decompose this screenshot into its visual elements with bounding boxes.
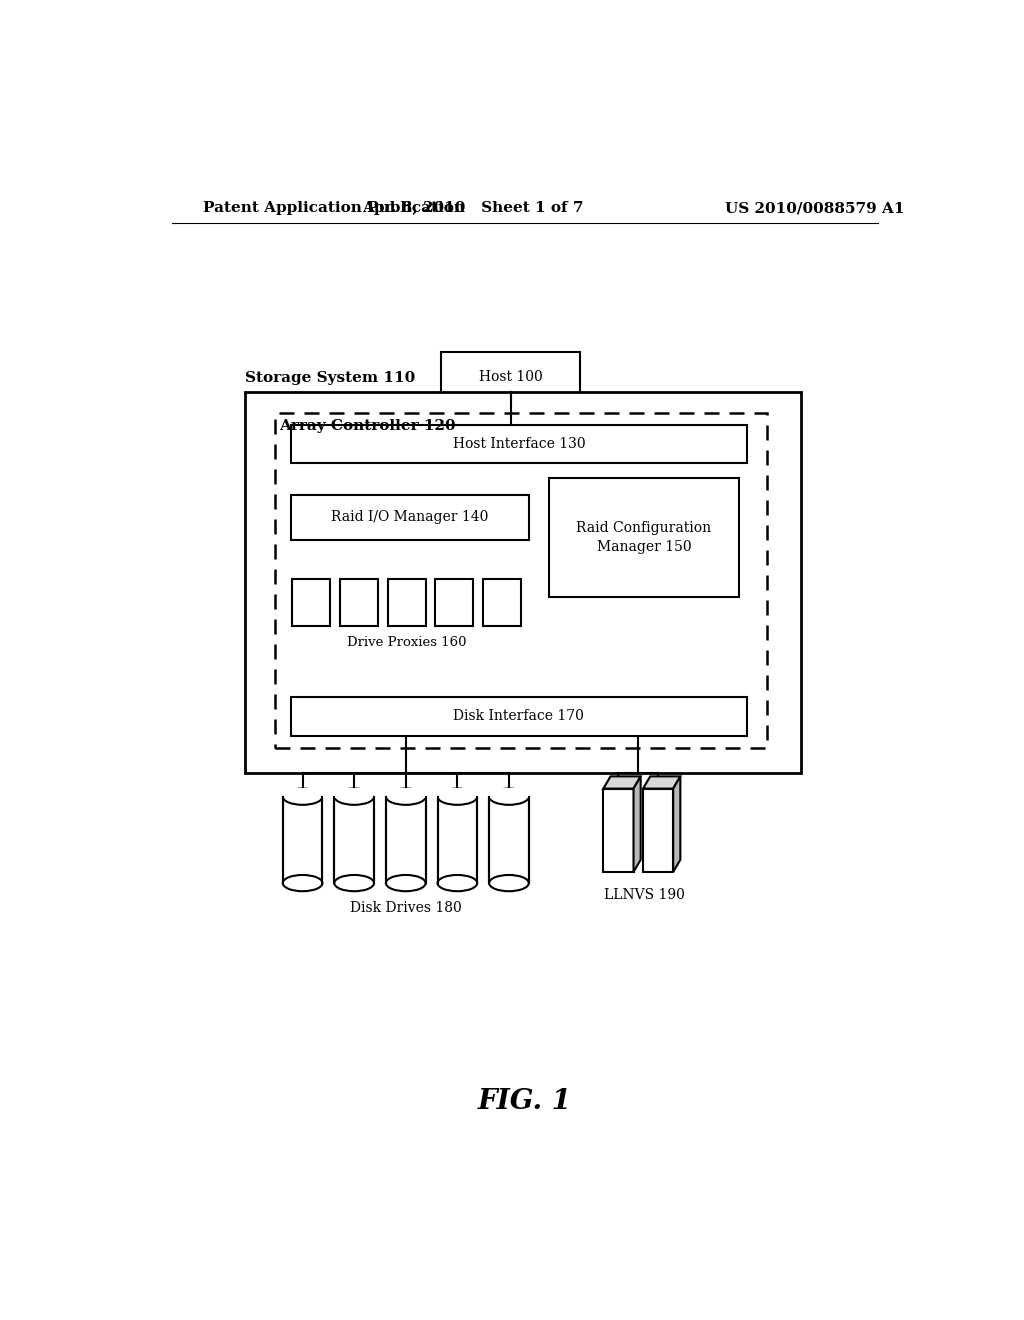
Bar bbox=[291, 425, 748, 463]
Bar bbox=[437, 797, 477, 883]
Bar bbox=[643, 788, 673, 873]
Text: Raid I/O Manager 140: Raid I/O Manager 140 bbox=[331, 511, 488, 524]
Text: LLNVS 190: LLNVS 190 bbox=[604, 888, 685, 902]
Polygon shape bbox=[634, 776, 641, 873]
Ellipse shape bbox=[283, 788, 323, 805]
Ellipse shape bbox=[283, 875, 323, 891]
Text: US 2010/0088579 A1: US 2010/0088579 A1 bbox=[725, 201, 904, 215]
Text: Disk Drives 180: Disk Drives 180 bbox=[350, 902, 462, 915]
Text: Storage System 110: Storage System 110 bbox=[246, 371, 416, 385]
Text: Raid Configuration
Manager 150: Raid Configuration Manager 150 bbox=[577, 521, 712, 554]
Bar bbox=[386, 797, 426, 883]
Ellipse shape bbox=[489, 788, 528, 805]
Ellipse shape bbox=[386, 875, 426, 891]
Bar bbox=[333, 788, 376, 797]
Polygon shape bbox=[643, 776, 680, 788]
Bar bbox=[282, 788, 324, 797]
Bar bbox=[603, 788, 634, 873]
Polygon shape bbox=[673, 776, 680, 873]
Bar bbox=[549, 478, 739, 598]
Bar bbox=[436, 788, 479, 797]
Bar bbox=[387, 579, 426, 626]
Ellipse shape bbox=[334, 875, 374, 891]
Text: Array Controller 120: Array Controller 120 bbox=[280, 418, 457, 433]
Bar bbox=[274, 412, 767, 748]
Bar bbox=[384, 788, 427, 797]
Polygon shape bbox=[603, 776, 641, 788]
Bar bbox=[487, 788, 530, 797]
Ellipse shape bbox=[437, 875, 477, 891]
Text: Drive Proxies 160: Drive Proxies 160 bbox=[347, 636, 466, 649]
Bar bbox=[246, 392, 801, 774]
Ellipse shape bbox=[437, 788, 477, 805]
Text: Apr. 8, 2010   Sheet 1 of 7: Apr. 8, 2010 Sheet 1 of 7 bbox=[362, 201, 584, 215]
Text: Host 100: Host 100 bbox=[479, 370, 543, 384]
Text: FIG. 1: FIG. 1 bbox=[478, 1088, 571, 1115]
Bar bbox=[441, 351, 581, 403]
Bar bbox=[283, 797, 323, 883]
Bar bbox=[489, 797, 528, 883]
Text: Patent Application Publication: Patent Application Publication bbox=[204, 201, 465, 215]
Bar bbox=[334, 797, 374, 883]
Text: Host Interface 130: Host Interface 130 bbox=[453, 437, 585, 451]
Bar bbox=[292, 579, 331, 626]
Ellipse shape bbox=[386, 788, 426, 805]
Bar bbox=[291, 495, 528, 540]
Ellipse shape bbox=[334, 788, 374, 805]
Bar bbox=[340, 579, 378, 626]
Text: Disk Interface 170: Disk Interface 170 bbox=[454, 709, 585, 723]
Ellipse shape bbox=[489, 875, 528, 891]
Bar bbox=[291, 697, 748, 735]
Bar bbox=[482, 579, 521, 626]
Bar bbox=[435, 579, 473, 626]
